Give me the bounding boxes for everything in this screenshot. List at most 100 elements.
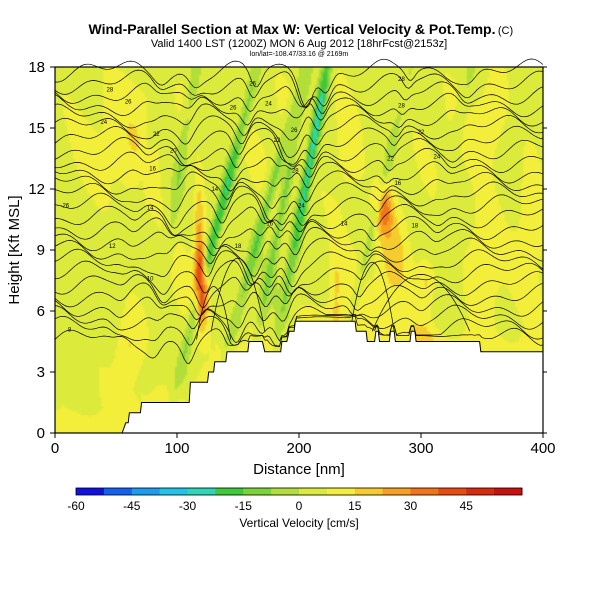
contour-label: 18 xyxy=(235,244,242,250)
theta-contour-line xyxy=(55,204,544,239)
theta-contour-line xyxy=(54,304,544,343)
plot-area: 8 10 12 14 16 20 22 24 26 28 -26 14 18 26 24 26 16 22 26 28… xyxy=(54,58,544,434)
y-tick-label: 9 xyxy=(37,242,45,259)
contour-label: 16 xyxy=(149,167,156,173)
colorbar-swatch xyxy=(438,488,467,495)
colorbar-tick-label: -15 xyxy=(235,499,253,513)
contour-label: 26 xyxy=(249,81,256,87)
colorbar-tick-label: -30 xyxy=(179,499,197,513)
theta-contour-line xyxy=(54,114,544,158)
contour-label: 14 xyxy=(341,222,348,228)
colorbar-tick-label: 0 xyxy=(296,499,303,513)
contour-label: 8 xyxy=(68,327,72,333)
colorbar-tick-label: 30 xyxy=(404,499,418,513)
colorbar-tick-label: -45 xyxy=(123,499,141,513)
theta-contour-line xyxy=(54,125,544,165)
location-subtitle: lon/lat=-108.47/33.16 @ 2169m xyxy=(250,51,349,58)
colorbar-ticks: -60 -45 -30 -15 0 15 30 45 xyxy=(67,499,473,513)
colorbar-swatch xyxy=(243,488,272,495)
contour-label: 14 xyxy=(147,205,154,211)
theta-contour-line xyxy=(54,315,544,364)
y-tick-label: 12 xyxy=(28,181,45,198)
contour-labels: 8 10 12 14 16 20 22 24 26 28 -26 14 18 26 24 26 16 22 26 28… xyxy=(60,77,440,333)
y-tick-label: 18 xyxy=(28,59,45,76)
theta-contour-line xyxy=(54,293,544,329)
contour-label: 24 xyxy=(434,155,441,161)
y-tick-label: 0 xyxy=(37,425,45,442)
x-tick-label: 300 xyxy=(408,440,433,457)
theta-contour-line xyxy=(54,215,544,250)
theta-contour-line xyxy=(54,137,544,170)
colorbar xyxy=(75,487,523,496)
x-axis-label: Distance [nm] xyxy=(253,461,345,478)
contour-label: 22 xyxy=(153,132,160,138)
colorbar-swatch xyxy=(187,488,216,495)
contour-label: 14 xyxy=(211,187,218,193)
colorbar-tick-label: 15 xyxy=(348,499,362,513)
colorbar-swatch xyxy=(382,488,411,495)
contour-label: 10 xyxy=(147,277,154,283)
theta-contour-line xyxy=(54,271,544,308)
x-tick-label: 200 xyxy=(286,440,311,457)
contour-label: 24 xyxy=(100,120,107,126)
theta-contour-line xyxy=(210,257,266,332)
contour-label: 24 xyxy=(265,102,272,108)
y-tick-label: 3 xyxy=(37,364,45,381)
theta-contour-line xyxy=(54,237,544,277)
theta-contour-line xyxy=(54,161,544,192)
contour-label: 22 xyxy=(274,138,281,144)
x-axis-ticks: 0 100 200 300 400 xyxy=(51,433,556,457)
theta-contours xyxy=(54,58,544,364)
colorbar-swatch xyxy=(131,488,161,495)
contour-label: 28 xyxy=(107,87,114,93)
contour-label: 20 xyxy=(170,148,177,154)
y-axis-label: Height [Kft MSL] xyxy=(6,195,23,304)
contour-label: 28 xyxy=(292,169,299,175)
contour-label: 22 xyxy=(387,157,394,163)
x-tick-label: 0 xyxy=(51,440,59,457)
colorbar-frame xyxy=(75,487,523,496)
theta-contour-line xyxy=(54,314,544,347)
colorbar-swatch xyxy=(354,488,384,495)
theta-contour-line xyxy=(54,260,544,295)
theta-contour-line xyxy=(54,181,544,222)
colorbar-label: Vertical Velocity [cm/s] xyxy=(239,516,358,530)
contour-label: 22 xyxy=(418,130,425,136)
x-tick-label: 100 xyxy=(164,440,189,457)
y-axis-ticks: 0 3 6 9 12 15 18 xyxy=(28,59,547,442)
theta-contour-line xyxy=(54,170,544,210)
colorbar-tick-label: 45 xyxy=(460,499,474,513)
contour-label: 26 xyxy=(291,128,298,134)
contour-label: 26 xyxy=(125,100,132,106)
contour-label: 12 xyxy=(109,244,116,250)
theta-contour-line xyxy=(54,81,544,114)
copyright-mark: (C) xyxy=(498,25,513,37)
valid-time-subtitle: Valid 1400 LST (1200Z) MON 6 Aug 2012 [1… xyxy=(151,38,447,50)
theta-contour-line xyxy=(349,261,395,332)
colorbar-swatch xyxy=(76,488,105,495)
colorbar-swatch xyxy=(410,488,439,495)
contour-label: 28 xyxy=(398,104,405,110)
contour-label: 18 xyxy=(412,224,419,230)
colorbar-swatch xyxy=(466,488,495,495)
colorbar-tick-label: -60 xyxy=(67,499,85,513)
terrain-mask xyxy=(55,320,544,434)
contour-label: 24 xyxy=(298,203,305,209)
theta-contour-line xyxy=(54,58,544,109)
x-tick-label: 400 xyxy=(530,440,555,457)
contour-label: -26 xyxy=(60,203,69,209)
colorbar-swatch xyxy=(326,488,356,495)
colorbar-swatch xyxy=(103,488,133,495)
contour-label: 16 xyxy=(266,222,273,228)
chart-title: Wind-Parallel Section at Max W: Vertical… xyxy=(88,21,495,37)
y-tick-label: 15 xyxy=(28,120,45,137)
colorbar-swatch xyxy=(494,488,523,495)
theta-contour-line xyxy=(54,227,544,258)
y-tick-label: 6 xyxy=(37,303,45,320)
theta-contour-line xyxy=(54,92,544,126)
contour-label: 16 xyxy=(394,181,401,187)
theta-contour-line xyxy=(54,103,544,141)
contour-label: 28 xyxy=(398,77,405,83)
theta-contour-line xyxy=(54,192,544,229)
